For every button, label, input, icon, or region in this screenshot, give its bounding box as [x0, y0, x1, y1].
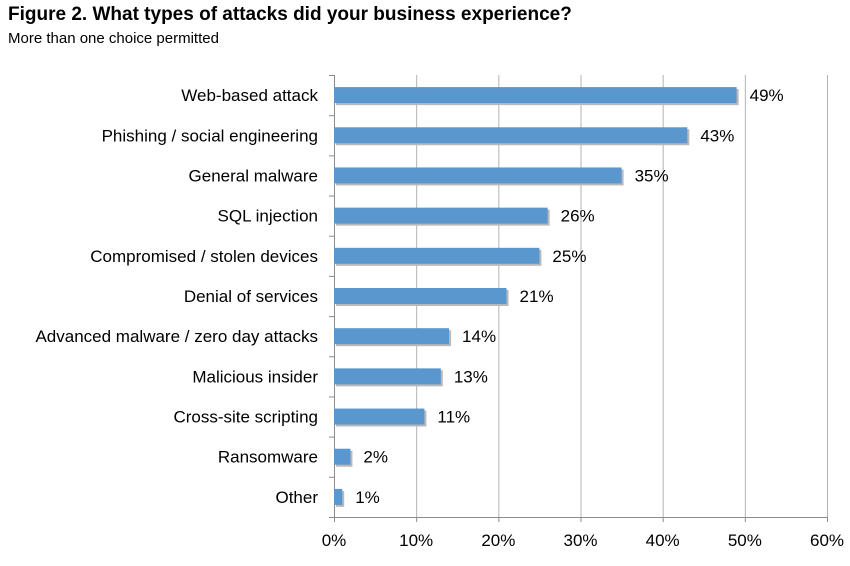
category-label: Ransomware — [218, 448, 318, 467]
labels: Web-based attack 49% Phishing / social eng… — [35, 86, 844, 550]
gridlines — [334, 75, 828, 517]
bar-8 — [334, 368, 441, 385]
axes — [329, 75, 828, 522]
data-label: 14% — [462, 327, 496, 346]
data-label: 2% — [363, 448, 388, 467]
category-label: Denial of services — [184, 287, 318, 306]
category-label: Compromised / stolen devices — [90, 247, 318, 266]
bar-3 — [334, 167, 622, 184]
bars — [334, 87, 739, 507]
x-tick-label: 60% — [810, 531, 844, 550]
category-label: General malware — [189, 166, 318, 185]
bar-10 — [334, 448, 351, 465]
data-label: 26% — [561, 207, 595, 226]
bar-4 — [334, 207, 548, 224]
data-label: 11% — [437, 408, 470, 427]
data-label: 25% — [552, 247, 586, 266]
bar-11 — [334, 488, 343, 505]
bar-2 — [334, 127, 688, 144]
x-tick-label: 10% — [399, 531, 433, 550]
data-label: 35% — [635, 166, 669, 185]
chart-subtitle: More than one choice permitted — [8, 30, 219, 47]
category-label: Advanced malware / zero day attacks — [35, 327, 318, 346]
category-label: Phishing / social engineering — [102, 126, 318, 145]
data-label: 1% — [355, 488, 380, 507]
x-tick-label: 30% — [563, 531, 597, 550]
bar-5 — [334, 247, 540, 264]
category-label: SQL injection — [218, 207, 318, 226]
category-label: Other — [275, 488, 318, 507]
category-label: Cross-site scripting — [173, 408, 318, 427]
bar-1 — [334, 87, 737, 104]
x-tick-label: 50% — [728, 531, 762, 550]
chart-title: Figure 2. What types of attacks did your… — [8, 4, 572, 25]
x-tick-label: 40% — [646, 531, 680, 550]
data-label: 13% — [454, 367, 488, 386]
data-label: 43% — [700, 126, 734, 145]
x-tick-label: 20% — [481, 531, 515, 550]
bar-7 — [334, 328, 450, 345]
category-label: Web-based attack — [181, 86, 318, 105]
x-tick-label: 0% — [322, 531, 347, 550]
bar-9 — [334, 408, 425, 425]
bar-6 — [334, 288, 507, 304]
data-label: 21% — [520, 287, 554, 306]
data-label: 49% — [750, 86, 784, 105]
category-label: Malicious insider — [192, 367, 318, 386]
